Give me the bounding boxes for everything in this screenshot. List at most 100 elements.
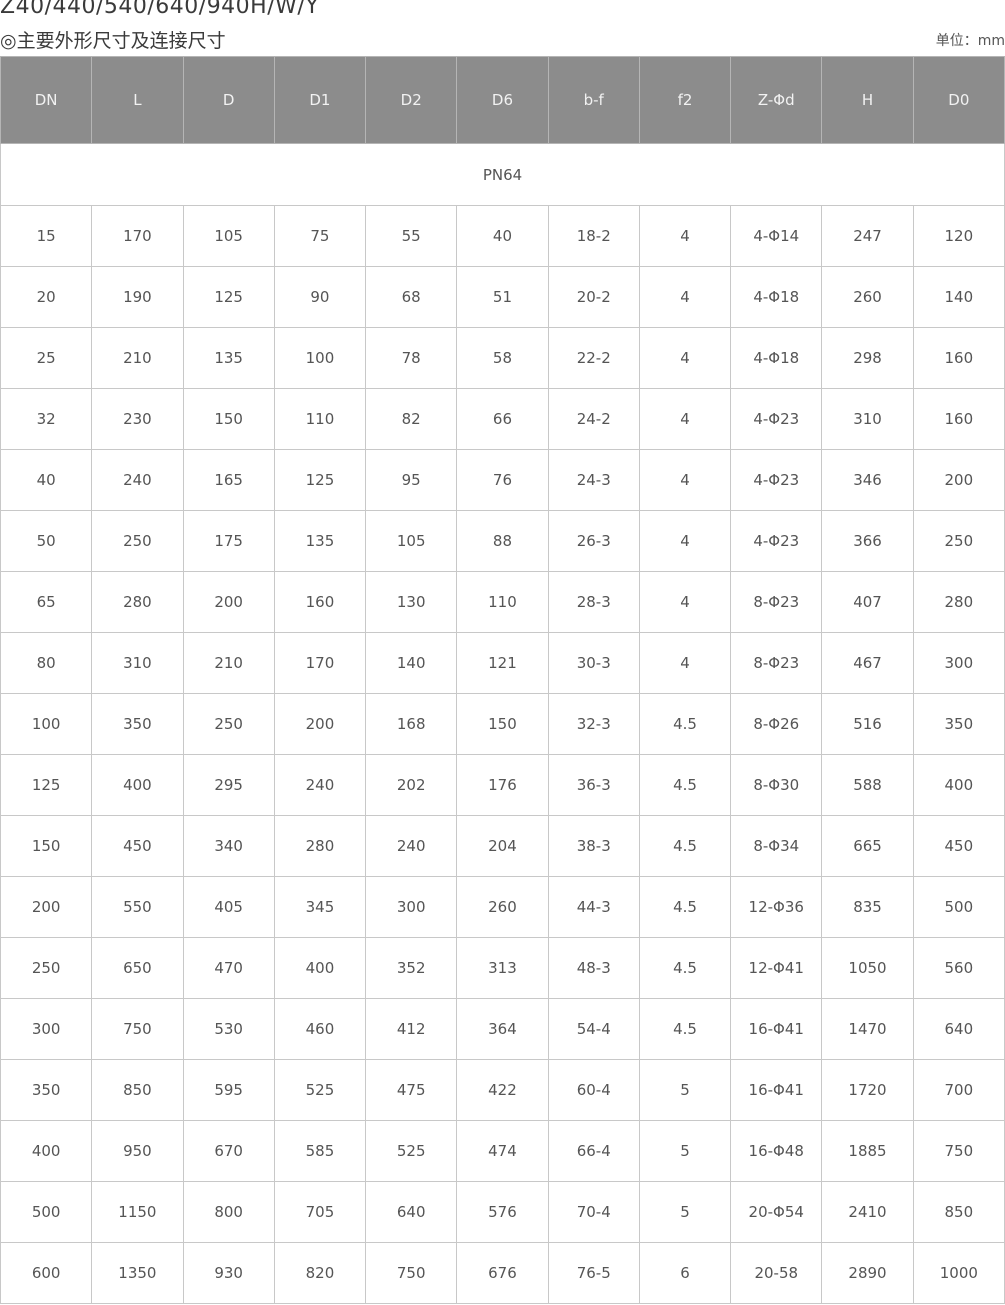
table-cell: 280 — [273, 815, 367, 877]
table-cell: 640 — [912, 998, 1005, 1060]
table-cell: 100 — [273, 327, 367, 389]
table-cell: 80 — [0, 632, 93, 694]
table-cell: 300 — [0, 998, 93, 1060]
table-cell: 280 — [912, 571, 1005, 633]
column-header: f2 — [638, 56, 732, 144]
table-cell: 467 — [821, 632, 914, 694]
group-row: PN64 — [0, 143, 1005, 206]
table-cell: 346 — [821, 449, 914, 511]
table-cell: 130 — [365, 571, 458, 633]
table-cell: 525 — [273, 1059, 367, 1121]
table-row: 125 400 295 240 202 176 36-3 4.5 8-Φ30 588 400 — [0, 754, 1005, 816]
table-cell: 30-3 — [547, 632, 640, 694]
table-cell: 16-Φ41 — [730, 1059, 823, 1121]
table-cell: 474 — [456, 1120, 549, 1182]
table-row: 80 310 210 170 140 121 30-3 4 8-Φ23 467 300 — [0, 632, 1005, 694]
table-cell: 1000 — [912, 1242, 1005, 1304]
table-cell: 110 — [273, 388, 367, 450]
table-cell: 530 — [182, 998, 275, 1060]
table-cell: 240 — [273, 754, 367, 816]
table-cell: 313 — [456, 937, 549, 999]
table-cell: 170 — [273, 632, 367, 694]
table-row: 32 230 150 110 82 66 24-2 4 4-Φ23 310 160 — [0, 388, 1005, 450]
table-cell: 8-Φ23 — [730, 632, 823, 694]
column-header: D2 — [365, 56, 458, 144]
table-cell: 168 — [365, 693, 458, 755]
table-cell: 12-Φ41 — [730, 937, 823, 999]
table-cell: 4 — [638, 571, 732, 633]
table-cell: 310 — [821, 388, 914, 450]
column-header: Z-Φd — [730, 56, 823, 144]
table-cell: 412 — [365, 998, 458, 1060]
table-cell: 240 — [91, 449, 184, 511]
table-cell: 12-Φ36 — [730, 876, 823, 938]
table-cell: 40 — [0, 449, 93, 511]
table-cell: 100 — [0, 693, 93, 755]
table-cell: 340 — [182, 815, 275, 877]
table-cell: 8-Φ34 — [730, 815, 823, 877]
table-cell: 50 — [0, 510, 93, 572]
table-cell: 210 — [91, 327, 184, 389]
table-row: 250 650 470 400 352 313 48-3 4.5 12-Φ41 1050 560 — [0, 937, 1005, 999]
table-cell: 405 — [182, 876, 275, 938]
column-header: D0 — [912, 56, 1005, 144]
table-cell: 4-Φ23 — [730, 510, 823, 572]
table-cell: 5 — [638, 1059, 732, 1121]
column-header: D6 — [456, 56, 549, 144]
table-cell: 150 — [182, 388, 275, 450]
table-cell: 4.5 — [638, 693, 732, 755]
table-cell: 176 — [456, 754, 549, 816]
table-cell: 366 — [821, 510, 914, 572]
table-cell: 4 — [638, 388, 732, 450]
table-cell: 230 — [91, 388, 184, 450]
table-row: 100 350 250 200 168 150 32-3 4.5 8-Φ26 516 350 — [0, 693, 1005, 755]
table-cell: 125 — [182, 266, 275, 328]
table-cell: 66 — [456, 388, 549, 450]
table-cell: 55 — [365, 205, 458, 267]
table-cell: 2410 — [821, 1181, 914, 1243]
table-cell: 200 — [182, 571, 275, 633]
table-cell: 70-4 — [547, 1181, 640, 1243]
table-cell: 750 — [365, 1242, 458, 1304]
table-cell: 665 — [821, 815, 914, 877]
table-row: 500 1150 800 705 640 576 70-4 5 20-Φ54 2410 850 — [0, 1181, 1005, 1243]
table-cell: 4 — [638, 449, 732, 511]
table-cell: 460 — [273, 998, 367, 1060]
table-cell: 260 — [821, 266, 914, 328]
table-cell: 298 — [821, 327, 914, 389]
table-cell: 76 — [456, 449, 549, 511]
table-cell: 295 — [182, 754, 275, 816]
table-row: 600 1350 930 820 750 676 76-5 6 20-58 2890 1000 — [0, 1242, 1005, 1304]
table-cell: 516 — [821, 693, 914, 755]
header-row: DN L D D1 D2 D6 b-f f2 Z-Φd H D0 — [0, 56, 1005, 144]
table-cell: 26-3 — [547, 510, 640, 572]
table-cell: 8-Φ23 — [730, 571, 823, 633]
table-cell: 95 — [365, 449, 458, 511]
table-cell: 400 — [0, 1120, 93, 1182]
table-cell: 105 — [182, 205, 275, 267]
table-cell: 160 — [912, 388, 1005, 450]
table-cell: 40 — [456, 205, 549, 267]
table-cell: 250 — [0, 937, 93, 999]
table-cell: 1720 — [821, 1059, 914, 1121]
table-cell: 24-3 — [547, 449, 640, 511]
table-cell: 76-5 — [547, 1242, 640, 1304]
table-cell: 560 — [912, 937, 1005, 999]
table-cell: 88 — [456, 510, 549, 572]
table-cell: 1885 — [821, 1120, 914, 1182]
table-cell: 4-Φ23 — [730, 449, 823, 511]
table-cell: 4-Φ23 — [730, 388, 823, 450]
table-cell: 190 — [91, 266, 184, 328]
table-cell: 250 — [912, 510, 1005, 572]
table-cell: 38-3 — [547, 815, 640, 877]
table-cell: 750 — [912, 1120, 1005, 1182]
table-cell: 121 — [456, 632, 549, 694]
table-cell: 247 — [821, 205, 914, 267]
table-cell: 600 — [0, 1242, 93, 1304]
table-cell: 58 — [456, 327, 549, 389]
table-row: 65 280 200 160 130 110 28-3 4 8-Φ23 407 280 — [0, 571, 1005, 633]
table-cell: 1350 — [91, 1242, 184, 1304]
table-cell: 350 — [912, 693, 1005, 755]
table-cell: 16-Φ48 — [730, 1120, 823, 1182]
table-cell: 700 — [912, 1059, 1005, 1121]
